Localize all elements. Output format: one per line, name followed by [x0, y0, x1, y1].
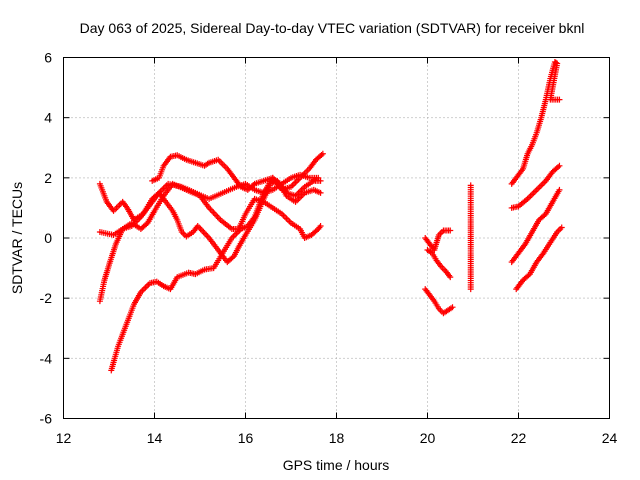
- y-tick-label: 0: [44, 230, 52, 246]
- data-point: [556, 186, 563, 193]
- data-point: [250, 182, 257, 189]
- y-tick-label: 4: [44, 110, 52, 126]
- x-axis-label: GPS time / hours: [283, 457, 390, 473]
- series-track-l: [508, 186, 563, 266]
- data-point: [229, 254, 236, 261]
- data-point: [449, 304, 456, 311]
- data-points: [96, 59, 565, 374]
- series-track-e: [149, 152, 324, 199]
- x-tick-label: 24: [602, 430, 618, 446]
- series-track-f: [422, 227, 454, 254]
- y-tick-label: -4: [40, 350, 53, 366]
- y-tick-labels: -6 -4 -2 0 2 4 6: [40, 50, 53, 427]
- series-track-h: [422, 286, 456, 317]
- data-point: [317, 189, 324, 196]
- data-point: [555, 164, 562, 171]
- data-point: [317, 177, 324, 184]
- x-tick-label: 16: [238, 430, 254, 446]
- series-track-c: [96, 171, 322, 305]
- plot-grid: [63, 57, 610, 419]
- data-point: [556, 162, 563, 169]
- data-point: [556, 96, 563, 103]
- y-tick-label: -2: [40, 290, 53, 306]
- data-point: [447, 227, 454, 234]
- data-point: [558, 224, 565, 231]
- series-track-m: [513, 224, 565, 293]
- x-tick-label: 22: [511, 430, 527, 446]
- x-tick-label: 20: [420, 430, 436, 446]
- series-track-j: [508, 59, 563, 187]
- series-track-i: [467, 182, 474, 293]
- x-tick-label: 14: [147, 430, 163, 446]
- data-point: [447, 274, 454, 281]
- data-point: [467, 286, 474, 293]
- y-tick-label: 6: [44, 50, 52, 66]
- series-track-k: [508, 162, 563, 211]
- y-axis-label: SDTVAR / TECUs: [9, 182, 25, 294]
- y-tick-label: -6: [40, 411, 53, 427]
- y-tick-label: 2: [44, 170, 52, 186]
- data-point: [317, 222, 324, 229]
- x-tick-label: 18: [329, 430, 345, 446]
- x-tick-labels: 12 14 16 18 20 22 24: [56, 430, 618, 446]
- series-track-d: [108, 150, 326, 374]
- data-point: [318, 151, 325, 158]
- data-point: [319, 150, 326, 157]
- series-track-g: [424, 247, 454, 281]
- x-tick-label: 12: [56, 430, 72, 446]
- axis-ticks: [63, 57, 610, 419]
- chart-title: Day 063 of 2025, Sidereal Day-to-day VTE…: [80, 20, 585, 36]
